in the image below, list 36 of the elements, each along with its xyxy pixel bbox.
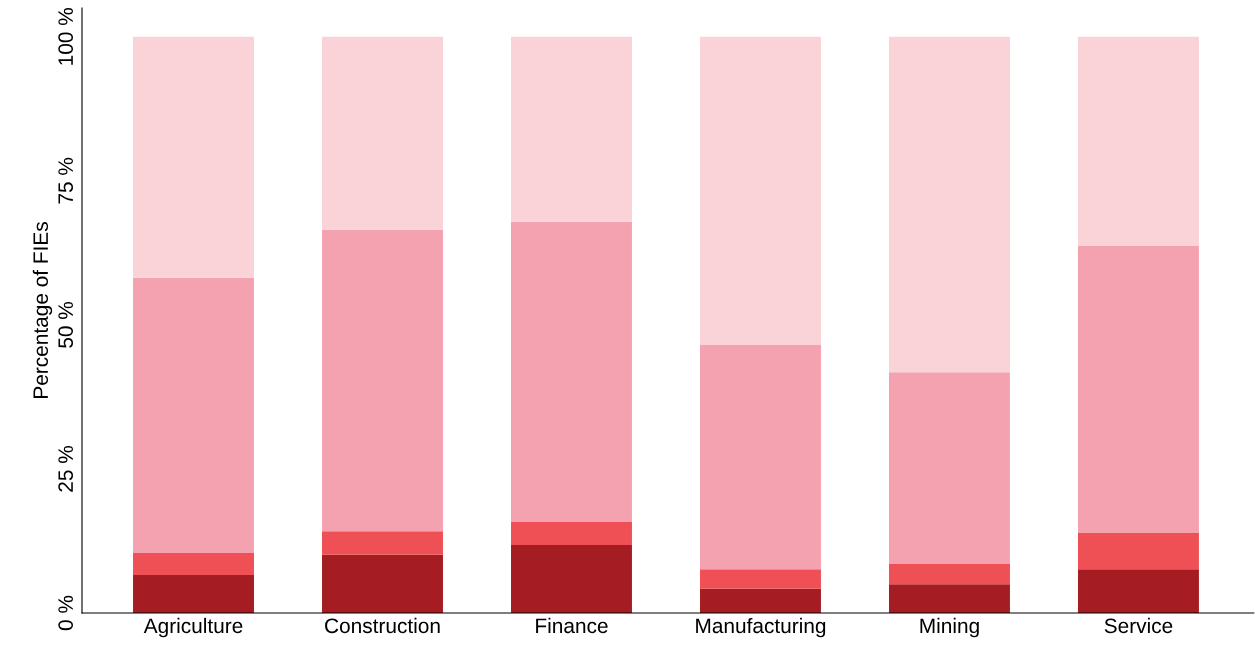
y-tick-label: 75 % — [58, 157, 74, 204]
bar — [1077, 245, 1199, 533]
bar — [511, 221, 632, 522]
bar — [322, 229, 443, 532]
bar — [322, 554, 443, 613]
bar — [133, 277, 254, 554]
bar — [133, 574, 254, 613]
y-tick-label: 25 % — [58, 445, 74, 492]
bar — [1077, 36, 1199, 246]
x-tick-label: Construction — [325, 617, 440, 634]
bar — [700, 569, 821, 589]
bar — [1077, 532, 1199, 570]
bar — [700, 36, 821, 346]
x-tick-label: Mining — [920, 617, 979, 638]
bar — [322, 36, 443, 230]
bar — [511, 521, 632, 546]
bar — [888, 584, 1010, 613]
y-tick-label: 0 % — [58, 595, 74, 631]
x-tick-label: Agriculture — [143, 617, 243, 638]
bar — [888, 372, 1010, 565]
x-tick-label: Finance — [536, 617, 608, 634]
bar — [511, 36, 632, 222]
bar — [700, 345, 821, 570]
x-tick-label: Service — [1104, 617, 1173, 634]
y-tick-label: 100 % — [58, 8, 74, 65]
bar — [888, 564, 1010, 585]
bar — [1077, 569, 1199, 613]
bar — [700, 588, 821, 613]
y-axis-title: Percentage of FIEs — [32, 222, 53, 398]
bar — [888, 36, 1010, 373]
bar — [133, 36, 254, 278]
bar — [133, 553, 254, 575]
bar — [511, 545, 632, 613]
x-tick-label: Manufacturing — [696, 617, 826, 638]
y-tick-label: 50 % — [58, 301, 74, 348]
bar — [322, 531, 443, 555]
